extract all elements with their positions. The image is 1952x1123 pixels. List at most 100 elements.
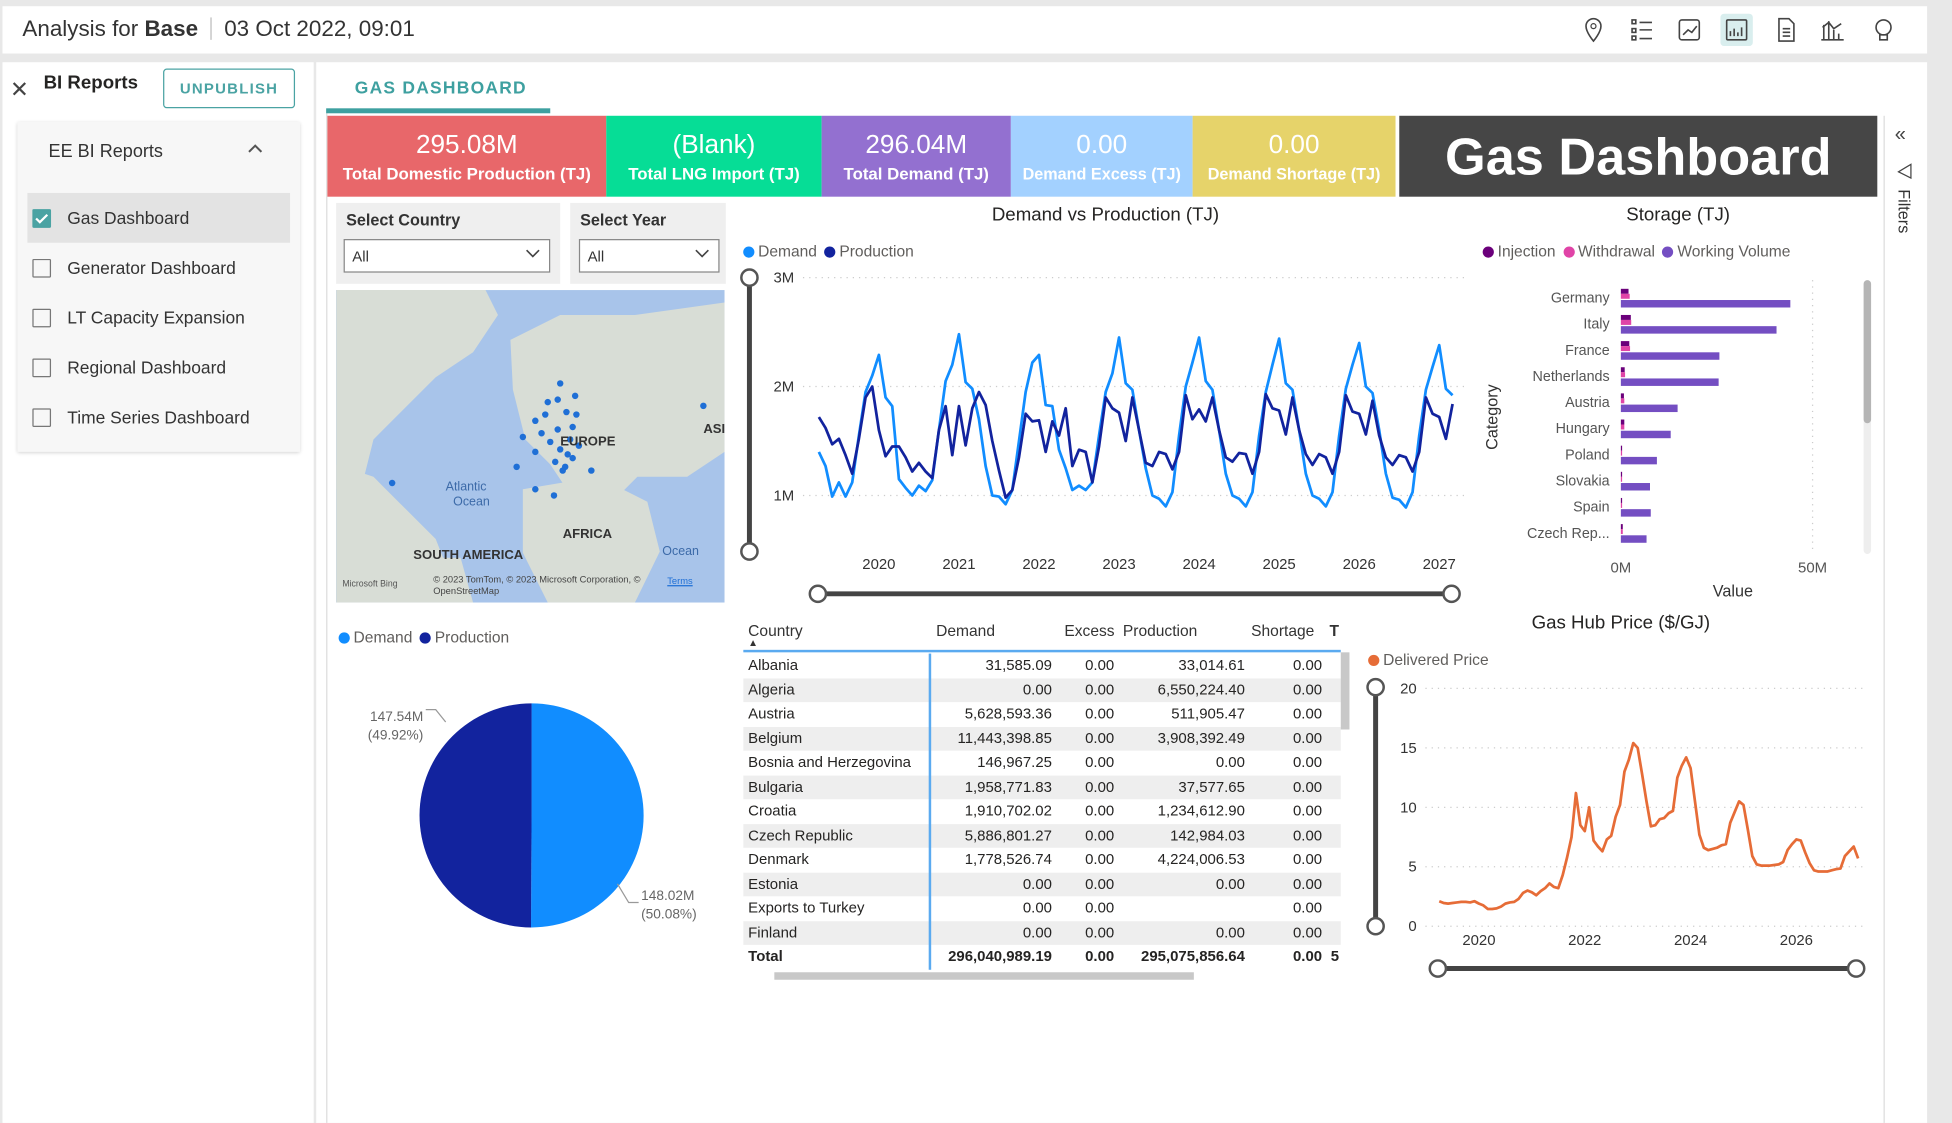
table-row[interactable]: Denmark 1,778,526.74 0.00 4,224,006.53 0.00	[743, 848, 1341, 872]
report-item-time-series-dashboard[interactable]: Time Series Dashboard	[27, 392, 290, 442]
range-slider-handle[interactable]	[740, 268, 759, 287]
table-cell: 0.00	[1085, 874, 1115, 892]
x-tick-label: 2026	[1780, 932, 1813, 949]
kpi-demand-shortage: 0.00 Demand Shortage (TJ)	[1192, 115, 1396, 197]
table-row[interactable]: Estonia 0.00 0.00 0.00 0.00	[743, 872, 1341, 897]
legend-withdrawal[interactable]: Withdrawal	[1577, 242, 1655, 261]
kpi-label: Total LNG Import (TJ)	[628, 164, 800, 184]
lightbulb-icon[interactable]	[1867, 14, 1899, 46]
demand-production-title: Demand vs Production (TJ)	[991, 204, 1220, 226]
column-header[interactable]: Demand	[936, 622, 995, 640]
bar-injection	[1620, 341, 1630, 347]
report-item-label: Time Series Dashboard	[67, 407, 250, 428]
report-item-generator-dashboard[interactable]: Generator Dashboard	[27, 243, 290, 293]
table-cell: 0.00	[1293, 850, 1323, 868]
range-slider-handle[interactable]	[1442, 584, 1461, 604]
tab-gas-dashboard[interactable]: GAS DASHBOARD	[354, 77, 527, 98]
year-dropdown[interactable]: All	[578, 239, 720, 273]
legend-working-volume[interactable]: Working Volume	[1677, 242, 1791, 261]
x-tick-label: 2024	[1674, 932, 1707, 949]
column-header[interactable]: Excess	[1064, 622, 1115, 640]
bar-chart-icon[interactable]	[1816, 14, 1848, 46]
map-location-dot	[542, 411, 549, 418]
series-line-production	[817, 385, 1454, 500]
pie-slice-demand[interactable]	[531, 703, 644, 928]
close-icon[interactable]: ✕	[9, 77, 29, 103]
table-cell: 4,224,006.53	[1157, 850, 1245, 868]
report-item-regional-dashboard[interactable]: Regional Dashboard	[27, 342, 290, 392]
x-tick-label: 0M	[1610, 560, 1631, 577]
range-slider-handle[interactable]	[1366, 677, 1385, 697]
bar-working-volume	[1620, 326, 1777, 334]
legend-injection[interactable]: Injection	[1497, 242, 1556, 261]
legend-production[interactable]: Production	[839, 242, 914, 261]
unpublish-button[interactable]: UNPUBLISH	[163, 68, 296, 109]
table-row[interactable]: Belgium 11,443,398.85 0.00 3,908,392.49 0.00	[743, 726, 1341, 751]
table-row[interactable]: Croatia 1,910,702.02 0.00 1,234,612.90 0.00	[743, 799, 1341, 823]
document-icon[interactable]	[1770, 14, 1802, 46]
vertical-scrollbar[interactable]	[1340, 652, 1350, 730]
table-row[interactable]: Austria 5,628,593.36 0.00 511,905.47 0.00	[743, 702, 1341, 726]
map-pin-icon[interactable]	[1577, 14, 1609, 46]
table-header: Country Demand Excess Production Shortage T ▲	[743, 620, 1341, 653]
table-cell: 0.00	[1293, 923, 1323, 941]
checkbox-checked[interactable]	[32, 208, 52, 228]
active-tab-indicator	[326, 108, 551, 114]
report-icon[interactable]	[1673, 14, 1705, 46]
checkbox[interactable]	[32, 308, 52, 327]
country-dropdown[interactable]: All	[343, 239, 551, 273]
range-slider-handle[interactable]	[1846, 959, 1866, 978]
table-row[interactable]: Algeria 0.00 0.00 6,550,224.40 0.00	[743, 677, 1341, 703]
table-row[interactable]: Exports to Turkey 0.00 0.00 0.00	[743, 896, 1341, 920]
pie-slice-production[interactable]	[419, 703, 532, 928]
range-slider-handle[interactable]	[808, 584, 828, 604]
table-row[interactable]: Finland 0.00 0.00 0.00 0.00	[743, 920, 1341, 945]
range-slider-handle[interactable]	[1366, 916, 1385, 936]
bar-working-volume	[1620, 456, 1657, 465]
kpi-total-domestic-production: 295.08M Total Domestic Production (TJ)	[327, 115, 607, 197]
table-cell: 0.00	[1085, 728, 1115, 747]
table-cell: 1,910,702.02	[964, 801, 1052, 820]
table-total-row[interactable]: Total 296,040,989.19 0.00 295,075,856.64 0.0…	[743, 945, 1341, 969]
collapse-filters-icon[interactable]: «	[1894, 124, 1906, 146]
range-slider-handle[interactable]	[1428, 959, 1448, 978]
bar-working-volume	[1620, 483, 1651, 491]
legend-demand[interactable]: Demand	[353, 628, 413, 647]
bar-withdrawal	[1620, 372, 1626, 378]
map-location-dot	[554, 396, 561, 403]
map-terms-link[interactable]: Terms	[667, 575, 693, 587]
table-cell: Czech Republic	[748, 825, 853, 844]
table-row[interactable]: Bosnia and Herzegovina 146,967.25 0.00 0.00…	[743, 751, 1341, 775]
legend-delivered-price[interactable]: Delivered Price	[1383, 651, 1489, 669]
country-map[interactable]: EUROPE ASI Atlantic Ocean AFRICA SOUTH A…	[336, 290, 725, 603]
horizontal-scrollbar[interactable]	[774, 972, 1194, 980]
checkbox[interactable]	[32, 258, 52, 277]
table-row[interactable]: Czech Republic 5,886,801.27 0.00 142,984.03…	[743, 823, 1341, 848]
legend-production[interactable]: Production	[434, 628, 510, 647]
filters-pane-label[interactable]: Filters	[1894, 189, 1914, 234]
column-header[interactable]: Shortage	[1251, 622, 1315, 640]
scrollbar-thumb[interactable]	[1863, 280, 1872, 424]
storage-legend: Injection Withdrawal Working Volume	[1482, 242, 1798, 261]
report-item-gas-dashboard[interactable]: Gas Dashboard	[27, 192, 291, 243]
checkbox[interactable]	[32, 357, 52, 377]
chart-report-icon[interactable]	[1720, 13, 1753, 47]
list-icon[interactable]	[1626, 14, 1658, 46]
table-cell: 0.00	[1293, 801, 1323, 820]
legend-marker	[1482, 245, 1494, 258]
sort-ascending-icon[interactable]: ▲	[748, 637, 759, 649]
range-slider-handle[interactable]	[740, 542, 759, 561]
category-label: Netherlands	[1533, 369, 1610, 385]
filter-icon[interactable]	[1897, 162, 1912, 186]
checkbox[interactable]	[32, 407, 52, 427]
column-header[interactable]: Country	[748, 622, 803, 640]
table-row[interactable]: Albania 31,585.09 0.00 33,014.61 0.00	[743, 654, 1341, 678]
column-header[interactable]: T	[1329, 622, 1340, 640]
column-header[interactable]: Production	[1122, 622, 1198, 640]
legend-marker	[1368, 654, 1380, 666]
report-item-lt-capacity-expansion[interactable]: LT Capacity Expansion	[27, 293, 290, 343]
legend-demand[interactable]: Demand	[758, 242, 817, 261]
table-row[interactable]: Bulgaria 1,958,771.83 0.00 37,577.65 0.00	[743, 774, 1341, 800]
chevron-up-icon[interactable]	[246, 139, 263, 163]
